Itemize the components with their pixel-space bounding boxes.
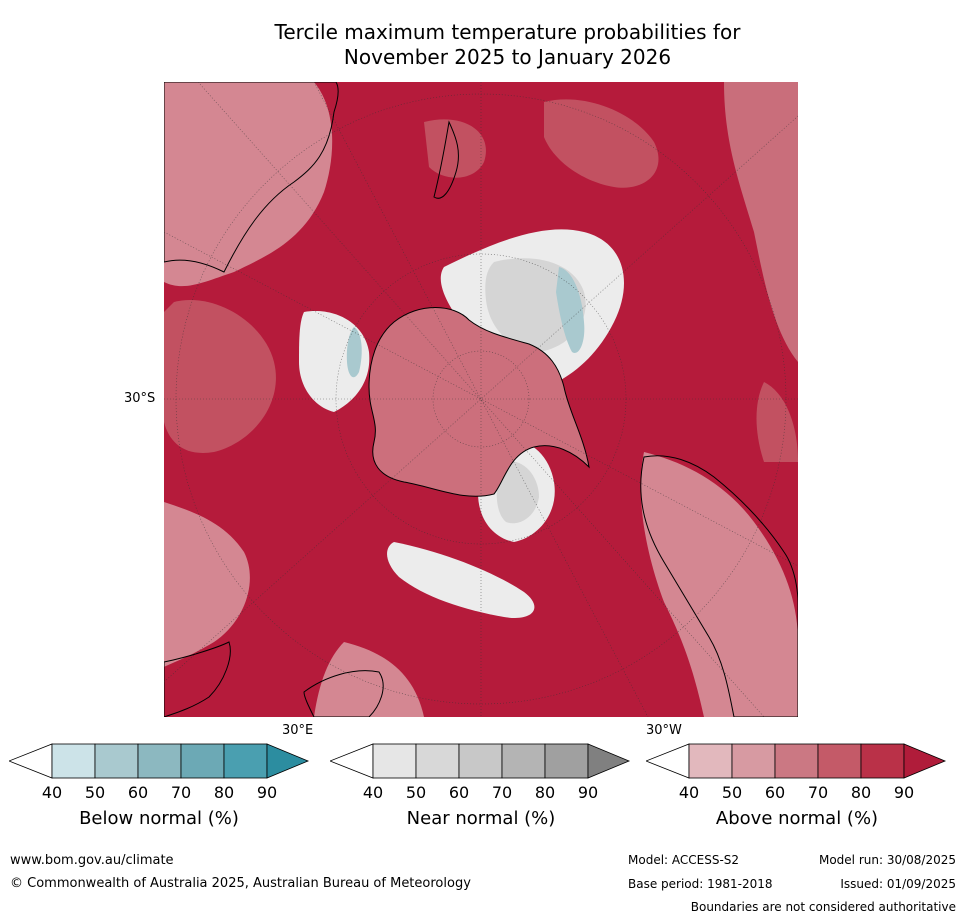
colorbar-segment xyxy=(223,743,268,779)
title-line-1: Tercile maximum temperature probabilitie… xyxy=(274,20,741,44)
colorbar-tick-label: 90 xyxy=(256,783,278,802)
above-normal-mid-regions xyxy=(164,99,798,462)
colorbar-tick-label: 90 xyxy=(577,783,599,802)
madagascar-outline xyxy=(303,670,384,717)
colorbar-above-normal xyxy=(646,743,947,779)
colorbar-segment xyxy=(372,743,417,779)
colorbar-segment xyxy=(180,743,225,779)
colorbar-segment xyxy=(94,743,139,779)
colorbar-segment xyxy=(860,743,905,779)
colorbar-arrow-low xyxy=(646,743,690,779)
colorbar-tick-label: 50 xyxy=(405,783,427,802)
colorbar-segment xyxy=(501,743,546,779)
colorbar-arrow-high xyxy=(587,743,631,779)
graticule xyxy=(164,82,798,717)
latitude-label: 30°S xyxy=(124,391,156,406)
title-line-2: November 2025 to January 2026 xyxy=(343,45,672,69)
legend-title-above-normal: Above normal (%) xyxy=(715,808,879,829)
colorbar-below-normal xyxy=(9,743,310,779)
australia-outline xyxy=(164,82,339,273)
colorbar-arrow-low xyxy=(9,743,53,779)
colorbar-segment xyxy=(688,743,733,779)
website-link[interactable]: www.bom.gov.au/climate xyxy=(10,853,174,868)
longitude-label-east: 30°E xyxy=(282,723,314,738)
above-normal-light-regions xyxy=(164,82,798,717)
colorbar-near-normal xyxy=(330,743,631,779)
antarctica-outline xyxy=(368,307,590,497)
disclaimer-text: Boundaries are not considered authoritat… xyxy=(690,900,956,914)
colorbar-tick-label: 50 xyxy=(721,783,743,802)
colorbar-segment xyxy=(415,743,460,779)
colorbar-tick-label: 80 xyxy=(850,783,872,802)
model-text: Model: ACCESS-S2 xyxy=(628,853,740,867)
colorbar-tick-label: 90 xyxy=(893,783,915,802)
colorbar-tick-label: 40 xyxy=(678,783,700,802)
colorbar-tick-label: 80 xyxy=(213,783,235,802)
south-america-outline xyxy=(640,455,798,717)
colorbar-arrow-low xyxy=(330,743,374,779)
colorbar-segment xyxy=(774,743,819,779)
colorbar-tick-label: 70 xyxy=(491,783,513,802)
colorbar-segment xyxy=(137,743,182,779)
colorbar-tick-label: 70 xyxy=(170,783,192,802)
legend-near-normal xyxy=(330,743,632,779)
new-zealand-outline xyxy=(433,120,459,199)
colorbar-arrow-high xyxy=(903,743,947,779)
colorbar-tick-label: 40 xyxy=(41,783,63,802)
colorbar-segment xyxy=(458,743,503,779)
longitude-label-west: 30°W xyxy=(646,723,682,738)
africa-outline xyxy=(164,641,231,717)
colorbar-tick-label: 70 xyxy=(807,783,829,802)
colorbar-tick-label: 60 xyxy=(764,783,786,802)
legend-title-near-normal: Near normal (%) xyxy=(406,808,556,829)
colorbar-tick-label: 40 xyxy=(362,783,384,802)
issued-text: Issued: 01/09/2025 xyxy=(840,877,956,891)
colorbar-arrow-high xyxy=(266,743,310,779)
colorbar-segment xyxy=(544,743,589,779)
colorbar-tick-label: 60 xyxy=(127,783,149,802)
legend-above-normal xyxy=(646,743,948,779)
legend-below-normal xyxy=(9,743,311,779)
copyright-text: © Commonwealth of Australia 2025, Austra… xyxy=(10,876,471,891)
colorbar-segment xyxy=(731,743,776,779)
probability-map xyxy=(164,82,798,717)
legend-title-below-normal: Below normal (%) xyxy=(79,808,239,829)
colorbar-segment xyxy=(817,743,862,779)
colorbar-segment xyxy=(51,743,96,779)
below-normal-patches xyxy=(346,267,585,378)
base-period-text: Base period: 1981-2018 xyxy=(628,877,773,891)
colorbar-tick-label: 50 xyxy=(84,783,106,802)
model-run-text: Model run: 30/08/2025 xyxy=(818,853,956,867)
colorbar-tick-label: 60 xyxy=(448,783,470,802)
chart-title: Tercile maximum temperature probabilitie… xyxy=(0,20,965,70)
colorbar-tick-label: 80 xyxy=(534,783,556,802)
